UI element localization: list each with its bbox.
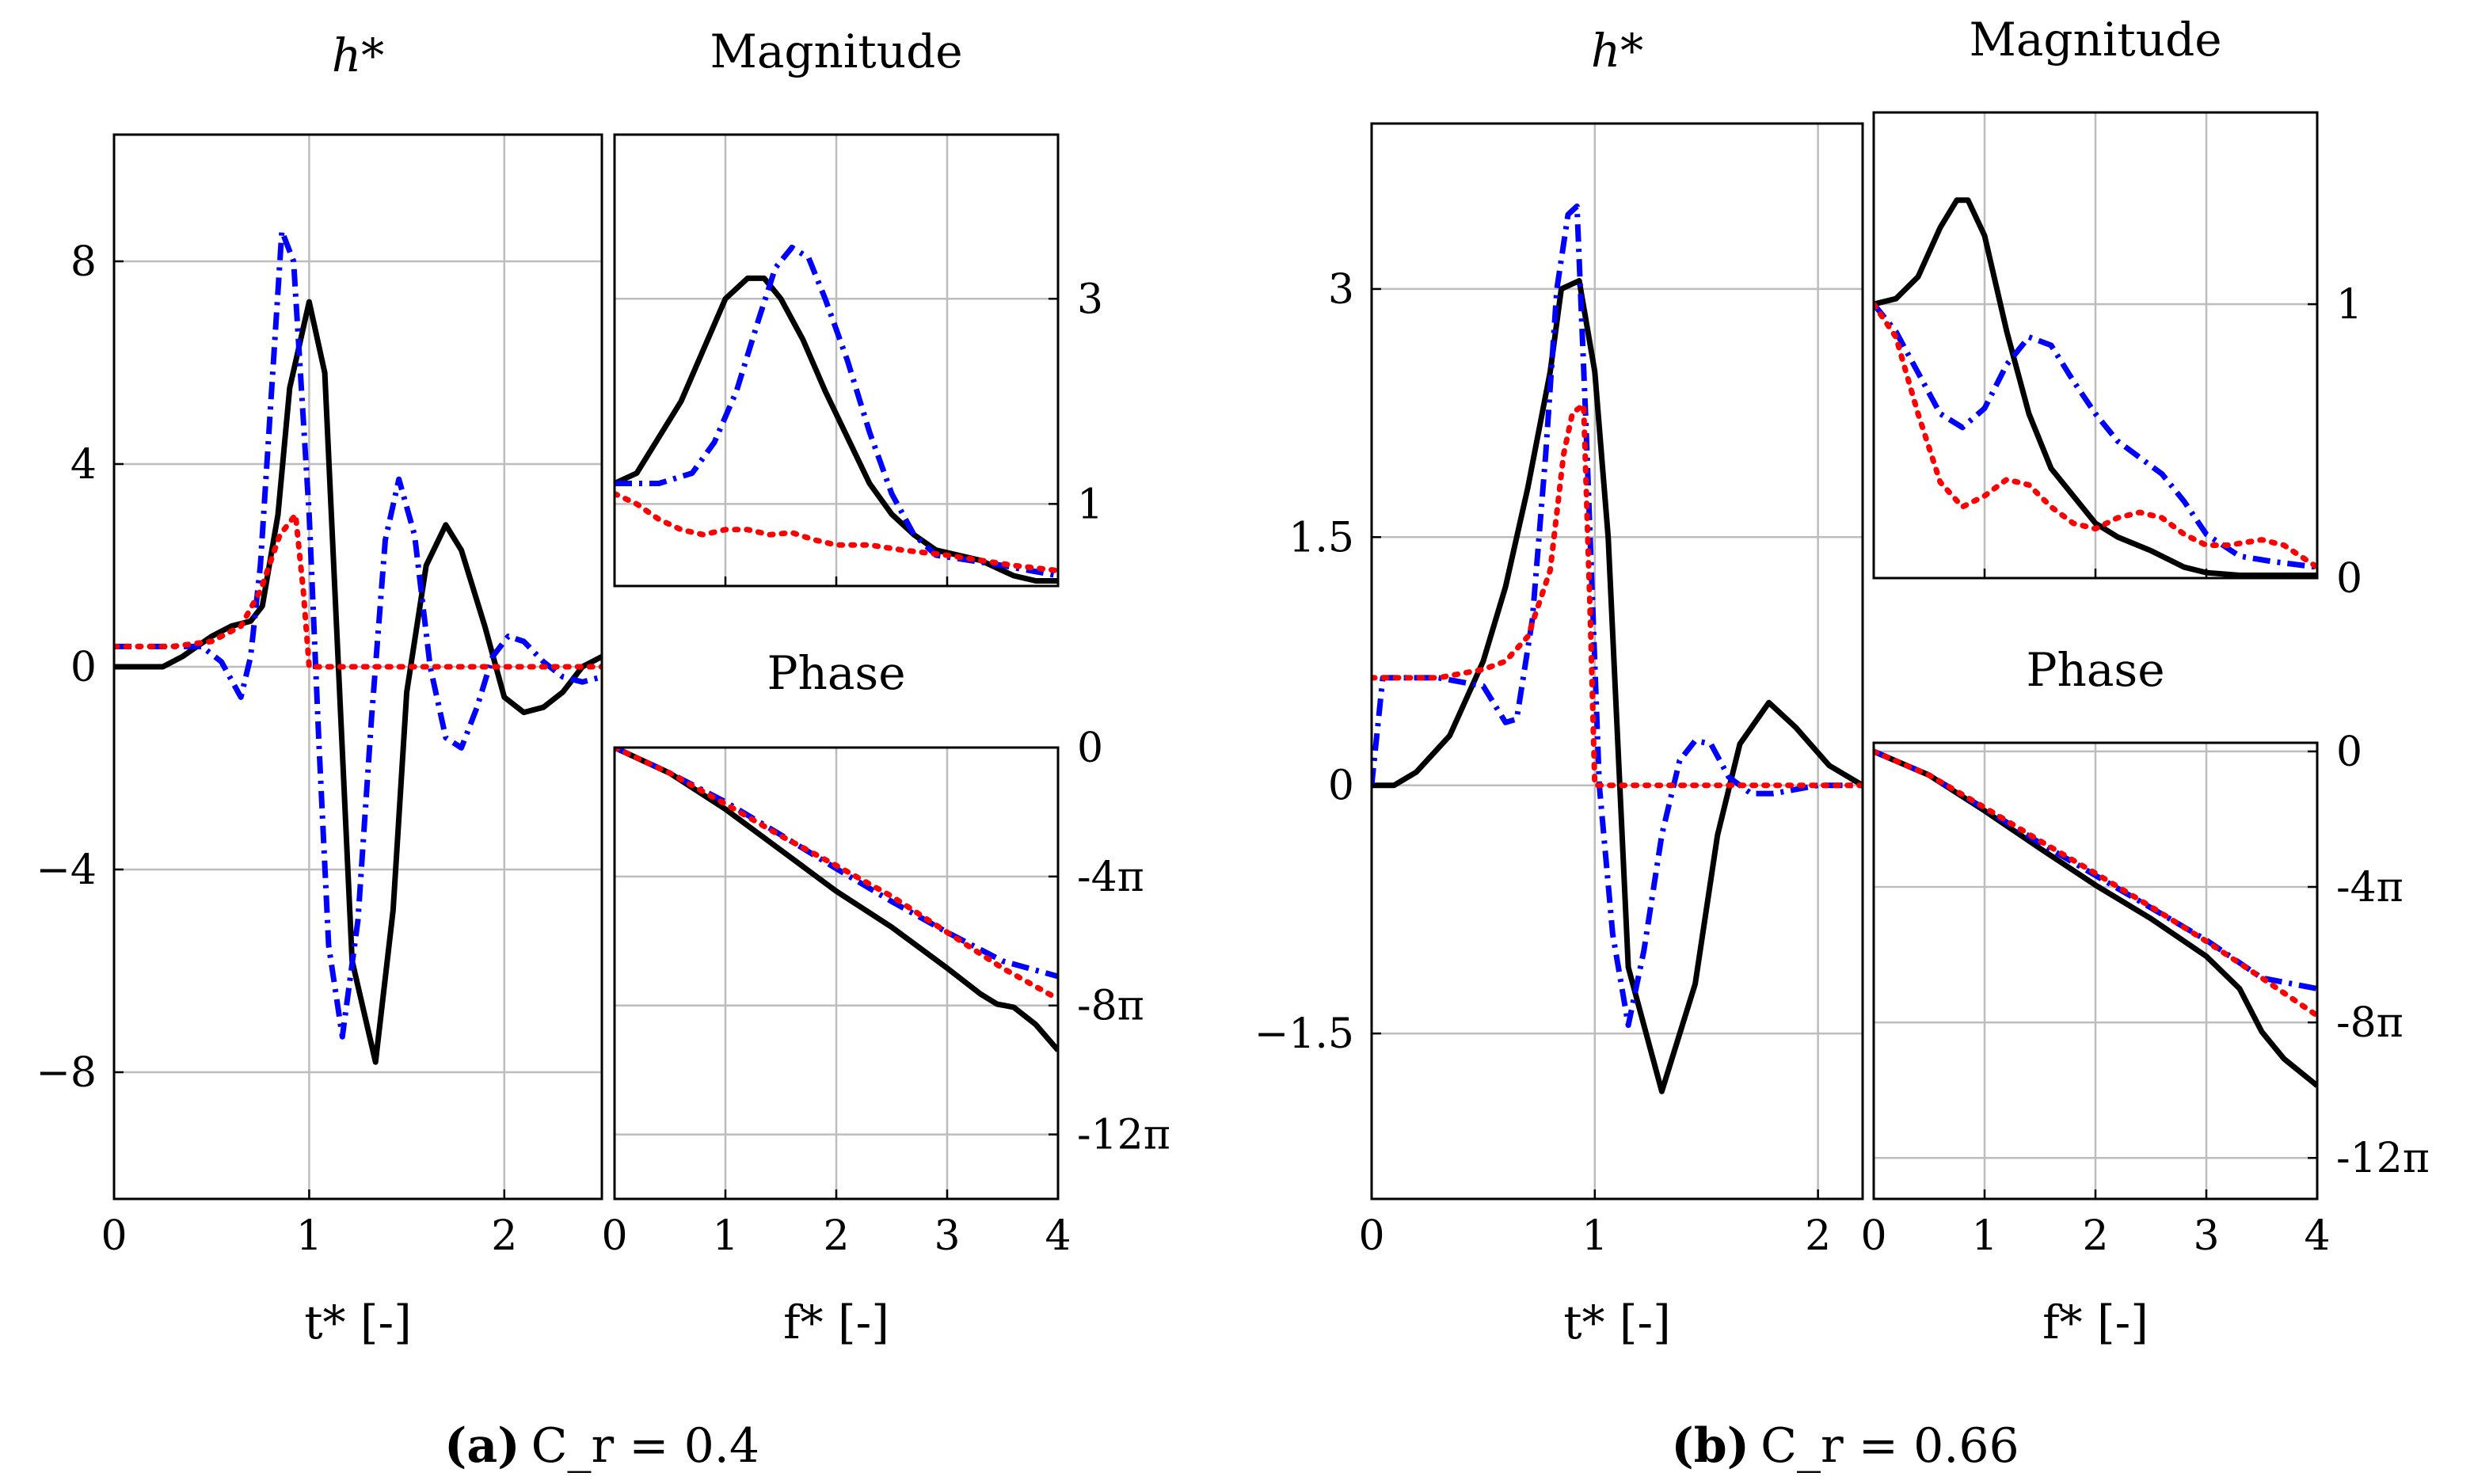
panel-b-mag: 0 1 Magnitude bbox=[1872, 13, 2362, 603]
series-line-red_dotted bbox=[615, 748, 1058, 1002]
caption-b-label: (b) bbox=[1671, 1418, 1749, 1474]
grid-b-phase bbox=[1874, 743, 2317, 1199]
x-tick-label: 0 bbox=[601, 1212, 627, 1260]
x-tick-label: 2 bbox=[2082, 1212, 2108, 1260]
x-tick-label: 0 bbox=[1358, 1212, 1384, 1260]
plot-frame bbox=[1370, 122, 1864, 1201]
y-tick-label: 0 bbox=[70, 644, 97, 691]
x-axis-label: t* [-] bbox=[304, 1296, 412, 1349]
grid-a-mag bbox=[615, 135, 1058, 586]
series-group-a-phase bbox=[615, 748, 1058, 1052]
y-tick-label: -8π bbox=[1077, 983, 1144, 1030]
y-tick-label: 0 bbox=[2336, 729, 2362, 776]
series-line-black_solid bbox=[1372, 278, 1863, 1094]
x-tick-label: 4 bbox=[2304, 1212, 2330, 1260]
panel-a-phase: 0 1 2 3 4 0 -4π -8π -12π Phase f* [-] bbox=[601, 646, 1170, 1349]
series-line-red_dotted bbox=[1372, 401, 1863, 789]
grid-a-time bbox=[114, 135, 602, 1199]
series-line-blue_dashdot bbox=[114, 228, 602, 1040]
series-line-blue_dashdot bbox=[1874, 302, 2317, 570]
y-tick-label: 0 bbox=[1077, 725, 1103, 772]
series-line-red_dotted bbox=[1874, 748, 2317, 1018]
series-line-black_solid bbox=[1874, 197, 2317, 578]
x-tick-label: 0 bbox=[1860, 1212, 1886, 1260]
x-tick-label: 2 bbox=[1805, 1212, 1831, 1260]
y-tick-label: 0 bbox=[2336, 555, 2362, 603]
series-line-blue_dashdot bbox=[1372, 204, 1863, 1029]
y-tick-label: 1 bbox=[2336, 281, 2362, 329]
y-tick-label: 8 bbox=[70, 238, 97, 286]
series-group-a-time bbox=[114, 228, 602, 1065]
panel-title: h* bbox=[1591, 24, 1643, 78]
panel-a-mag: 1 3 Magnitude bbox=[613, 25, 1103, 588]
x-tick-label: 1 bbox=[296, 1212, 322, 1260]
x-tick-label: 2 bbox=[491, 1212, 517, 1260]
y-tick-label: -4π bbox=[1077, 854, 1144, 901]
x-axis-label: f* [-] bbox=[2042, 1296, 2149, 1349]
y-tick-label: 1.5 bbox=[1288, 514, 1354, 561]
panel-title: Phase bbox=[2026, 643, 2164, 697]
captions: (a) C_r = 0.4 (b) C_r = 0.66 bbox=[444, 1418, 2019, 1474]
caption-a-text: C_r = 0.4 bbox=[531, 1418, 759, 1474]
series-group-a-mag bbox=[615, 245, 1058, 584]
y-tick-label: −8 bbox=[36, 1049, 97, 1097]
y-tick-label: -12π bbox=[1077, 1112, 1170, 1159]
series-group-b-mag bbox=[1874, 197, 2317, 578]
x-axis-label: t* [-] bbox=[1563, 1296, 1671, 1349]
grid-b-time bbox=[1372, 124, 1863, 1199]
grid-b-mag bbox=[1874, 112, 2317, 578]
x-tick-label: 1 bbox=[1971, 1212, 1997, 1260]
panel-title: Magnitude bbox=[710, 25, 962, 78]
caption-a: (a) C_r = 0.4 bbox=[444, 1418, 759, 1474]
y-tick-label: -8π bbox=[2336, 999, 2404, 1047]
panel-b-time: 0 1 2 −1.5 0 1.5 3 h* t* [-] bbox=[1254, 24, 1864, 1349]
panel-title: h* bbox=[332, 29, 384, 82]
y-tick-label: 3 bbox=[1077, 276, 1103, 323]
panel-a-time: 0 1 2 −8 −4 0 4 8 h* t* [-] bbox=[36, 29, 603, 1349]
y-tick-label: 3 bbox=[1328, 266, 1354, 314]
x-tick-label: 3 bbox=[934, 1212, 960, 1260]
series-line-black_solid bbox=[114, 299, 602, 1065]
y-tick-label: 0 bbox=[1328, 763, 1354, 810]
series-group-b-phase bbox=[1874, 748, 2317, 1088]
y-tick-label: 4 bbox=[70, 441, 97, 489]
x-tick-label: 3 bbox=[2193, 1212, 2219, 1260]
caption-b: (b) C_r = 0.66 bbox=[1671, 1418, 2019, 1474]
panel-b-phase: 0 1 2 3 4 0 -4π -8π -12π Phase f* [-] bbox=[1860, 643, 2429, 1349]
grid-a-phase bbox=[615, 748, 1058, 1199]
y-tick-label: -12π bbox=[2336, 1135, 2430, 1182]
panel-title: Phase bbox=[767, 646, 905, 700]
x-axis-label: f* [-] bbox=[783, 1296, 889, 1349]
y-tick-label: -4π bbox=[2336, 864, 2404, 911]
series-line-blue_dashdot bbox=[615, 245, 1058, 579]
x-tick-label: 4 bbox=[1045, 1212, 1071, 1260]
x-tick-label: 1 bbox=[1581, 1212, 1608, 1260]
panel-title: Magnitude bbox=[1969, 13, 2221, 67]
series-line-red_dotted bbox=[615, 490, 1058, 574]
series-line-black_solid bbox=[1874, 748, 2317, 1088]
y-tick-label: −1.5 bbox=[1254, 1010, 1354, 1058]
series-line-black_solid bbox=[615, 748, 1058, 1052]
caption-a-label: (a) bbox=[444, 1418, 520, 1474]
x-tick-label: 1 bbox=[712, 1212, 738, 1260]
y-tick-label: −4 bbox=[36, 847, 97, 894]
x-tick-label: 0 bbox=[101, 1212, 127, 1260]
series-group-b-time bbox=[1372, 204, 1863, 1094]
series-line-red_dotted bbox=[1874, 301, 2317, 570]
series-line-red_dotted bbox=[114, 512, 602, 670]
caption-b-text: C_r = 0.66 bbox=[1760, 1418, 2019, 1474]
y-tick-label: 1 bbox=[1077, 481, 1103, 528]
x-tick-label: 2 bbox=[823, 1212, 849, 1260]
